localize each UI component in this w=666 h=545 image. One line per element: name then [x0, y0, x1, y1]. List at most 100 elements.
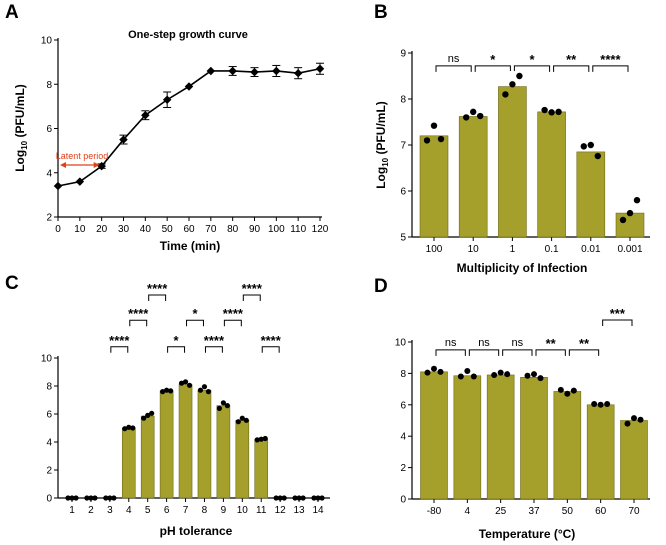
- x-tick-label: 60: [183, 224, 195, 235]
- replicate-point: [168, 388, 174, 394]
- y-tick-label: 10: [41, 354, 53, 365]
- replicate-point: [88, 495, 94, 501]
- x-tick-label: 110: [290, 224, 306, 235]
- x-tick-label: 12: [275, 505, 287, 516]
- replicate-point: [502, 91, 509, 98]
- bar: [537, 111, 566, 238]
- replicate-point: [557, 386, 564, 393]
- replicate-point: [524, 372, 531, 379]
- data-point: [250, 67, 259, 77]
- significance-bracket: [110, 346, 129, 353]
- y-tick-label: 2: [46, 466, 52, 477]
- replicate-point: [564, 390, 571, 397]
- significance-bracket: [186, 319, 204, 327]
- panel-label: C: [5, 273, 19, 294]
- replicate-point: [541, 106, 548, 114]
- significance-bracket: [474, 65, 511, 72]
- data-point: [293, 68, 303, 78]
- replicate-point: [296, 495, 302, 501]
- significance-bracket: [204, 346, 223, 353]
- significance-bracket: [129, 319, 148, 327]
- x-tick-label: 80: [227, 224, 239, 235]
- x-tick-label: 0: [55, 224, 61, 235]
- data-point: [75, 177, 85, 186]
- x-tick-label: 4: [465, 506, 471, 517]
- y-tick-label: 4: [46, 438, 52, 449]
- replicate-point: [254, 437, 260, 443]
- replicate-point: [235, 419, 241, 425]
- panel-d: D 0 2 4 6 8 10 -80 4 25 37 50 60 70 Temperature (°C) ns…: [374, 276, 650, 541]
- replicate-point: [437, 135, 445, 143]
- significance-label: ****: [204, 333, 225, 348]
- bar: [178, 384, 193, 499]
- replicate-point: [504, 371, 511, 378]
- significance-bracket: [167, 346, 186, 353]
- x-tick-label: 10: [237, 505, 249, 516]
- y-tick-label: 6: [400, 400, 406, 411]
- replicate-point: [111, 495, 117, 501]
- replicate-point: [597, 401, 604, 408]
- significance-label: ****: [600, 52, 621, 67]
- bar: [620, 420, 648, 500]
- replicate-point: [186, 382, 193, 388]
- x-tick-label: 6: [164, 505, 170, 516]
- significance-bracket: [468, 349, 500, 356]
- replicate-point: [424, 369, 431, 376]
- replicate-point: [178, 380, 185, 386]
- x-tick-label: 0.001: [617, 244, 642, 255]
- bar: [140, 415, 155, 499]
- significance-label: ns: [478, 337, 490, 349]
- x-tick-label: 50: [562, 506, 574, 517]
- replicate-point: [149, 410, 155, 416]
- replicate-point: [182, 379, 189, 385]
- bar: [576, 151, 606, 238]
- y-tick-label: 6: [400, 187, 406, 198]
- replicate-point: [457, 373, 464, 380]
- y-tick-label: 0: [46, 494, 52, 505]
- significance-label: ***: [610, 306, 626, 321]
- replicate-point: [319, 495, 325, 501]
- replicate-point: [145, 412, 151, 418]
- data-point: [97, 161, 106, 171]
- significance-bracket: [535, 349, 566, 356]
- arrowhead-left: [60, 162, 66, 169]
- replicate-point: [548, 109, 555, 116]
- replicate-point: [65, 495, 71, 501]
- x-tick-label: 50: [162, 224, 174, 235]
- replicate-point: [464, 368, 471, 375]
- replicate-point: [164, 387, 170, 393]
- replicate-point: [477, 112, 484, 120]
- y-axis-label-main: Log: [13, 150, 27, 172]
- replicate-point: [73, 495, 79, 501]
- y-tick-label: 5: [400, 233, 406, 244]
- replicate-point: [258, 436, 264, 442]
- data-point: [162, 95, 172, 104]
- bar: [498, 86, 527, 238]
- x-axis-label: Time (min): [160, 239, 220, 253]
- y-axis-label-subscript: 10: [20, 140, 29, 149]
- significance-bracket: [261, 346, 280, 353]
- replicate-point: [273, 495, 279, 501]
- panel-label: D: [374, 276, 388, 297]
- replicate-point: [300, 495, 306, 501]
- significance-bracket: [553, 65, 590, 72]
- significance-bracket: [435, 349, 466, 356]
- y-tick-label: 9: [400, 49, 406, 60]
- replicate-point: [637, 416, 644, 423]
- data-point: [315, 64, 325, 74]
- replicate-point: [103, 495, 109, 501]
- significance-bracket: [502, 349, 533, 356]
- y-axis-label-main: Log: [374, 167, 388, 189]
- replicate-point: [220, 400, 226, 406]
- significance-label: ****: [242, 281, 263, 296]
- significance-label: ****: [223, 306, 244, 321]
- significance-bracket: [568, 349, 600, 356]
- replicate-point: [633, 197, 641, 204]
- significance-label: ****: [109, 333, 130, 348]
- replicate-point: [311, 495, 317, 501]
- bar: [159, 390, 174, 499]
- x-tick-label: 1: [510, 244, 516, 255]
- bar: [615, 212, 645, 238]
